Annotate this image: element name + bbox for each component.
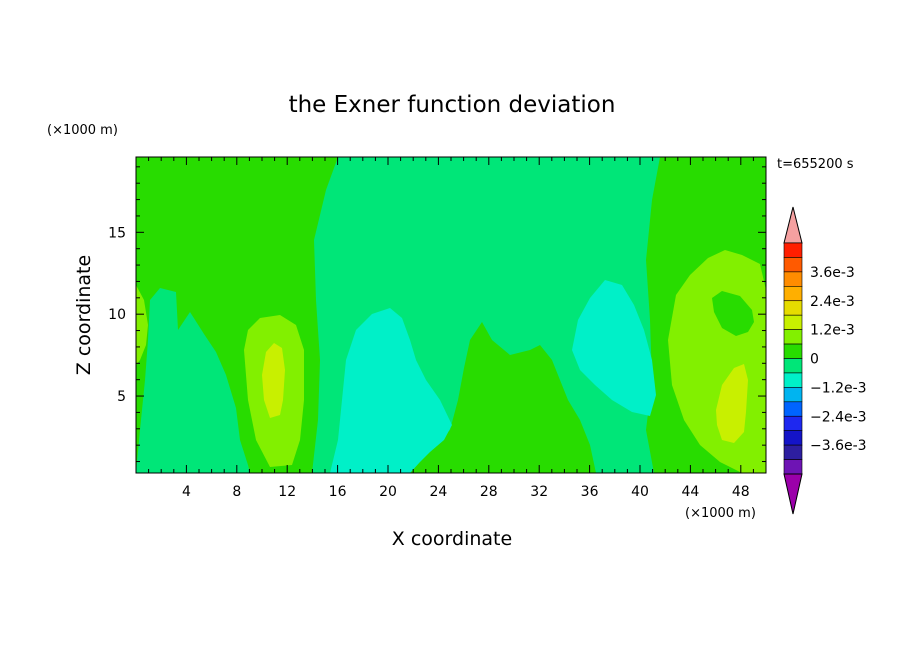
colorbar-swatch [783,358,803,374]
x-axis-label: X coordinate [392,528,512,550]
colorbar-label: 0 [810,352,819,368]
region-central-high [400,322,596,473]
y-unit-label: (×1000 m) [47,123,118,138]
y-tick-label: 10 [108,307,126,323]
colorbar-swatch [783,387,803,403]
colorbar-swatch [783,271,803,287]
colorbar-under-triangle [783,473,803,515]
time-label: t=655200 s [777,157,854,172]
x-tick-label: 32 [530,484,548,500]
x-tick-label: 20 [379,484,397,500]
colorbar-swatch [783,300,803,316]
colorbar-label: −3.6e-3 [810,438,867,454]
x-tick-label: 44 [681,484,699,500]
x-tick-label: 12 [278,484,296,500]
colorbar-swatch [783,459,803,475]
region-right-low-cell [572,280,656,416]
x-tick-label: 8 [232,484,241,500]
y-tick-label: 15 [108,225,126,241]
colorbar-swatch [783,343,803,359]
region-left-high-core [262,343,285,418]
y-axis-label: Z coordinate [73,255,95,375]
x-axis: 4 8 12 16 20 24 28 32 36 40 44 48 [148,157,754,500]
colorbar-swatch [783,329,803,345]
colorbar-swatch [783,415,803,431]
region-left-edge-cell [136,285,148,365]
colorbar-swatch [783,257,803,273]
colorbar-label: −1.2e-3 [810,380,867,396]
region-right-high-core [716,364,748,443]
region-left-low [136,288,250,473]
colorbar: 3.6e-3 2.4e-3 1.2e-3 0 −1.2e-3 −2.4e-3 −3.6e-3 [783,206,867,515]
colorbar-swatch [783,242,803,258]
x-unit-label: (×1000 m) [685,506,756,521]
x-tick-label: 4 [182,484,191,500]
colorbar-over-triangle [783,206,803,244]
x-tick-label: 16 [329,484,347,500]
y-tick-label: 5 [117,389,126,405]
y-axis: 5 10 15 [108,166,766,463]
colorbar-label: 2.4e-3 [810,294,855,310]
colorbar-swatch [783,401,803,417]
colorbar-swatch [783,430,803,446]
region-central-low-cell [330,308,452,473]
x-tick-label: 40 [631,484,649,500]
colorbar-label: 3.6e-3 [810,265,855,281]
region-right-inner-pocket [712,291,754,336]
x-tick-label: 28 [480,484,498,500]
colorbar-swatch [783,314,803,330]
x-tick-label: 24 [429,484,447,500]
colorbar-label: 1.2e-3 [810,323,855,339]
contour-field [136,157,766,473]
x-tick-label: 48 [732,484,750,500]
colorbar-swatch [783,372,803,388]
colorbar-label: −2.4e-3 [810,409,867,425]
chart-title: the Exner function deviation [289,92,616,118]
colorbar-swatch [783,444,803,460]
x-tick-label: 36 [581,484,599,500]
colorbar-swatch [783,286,803,302]
